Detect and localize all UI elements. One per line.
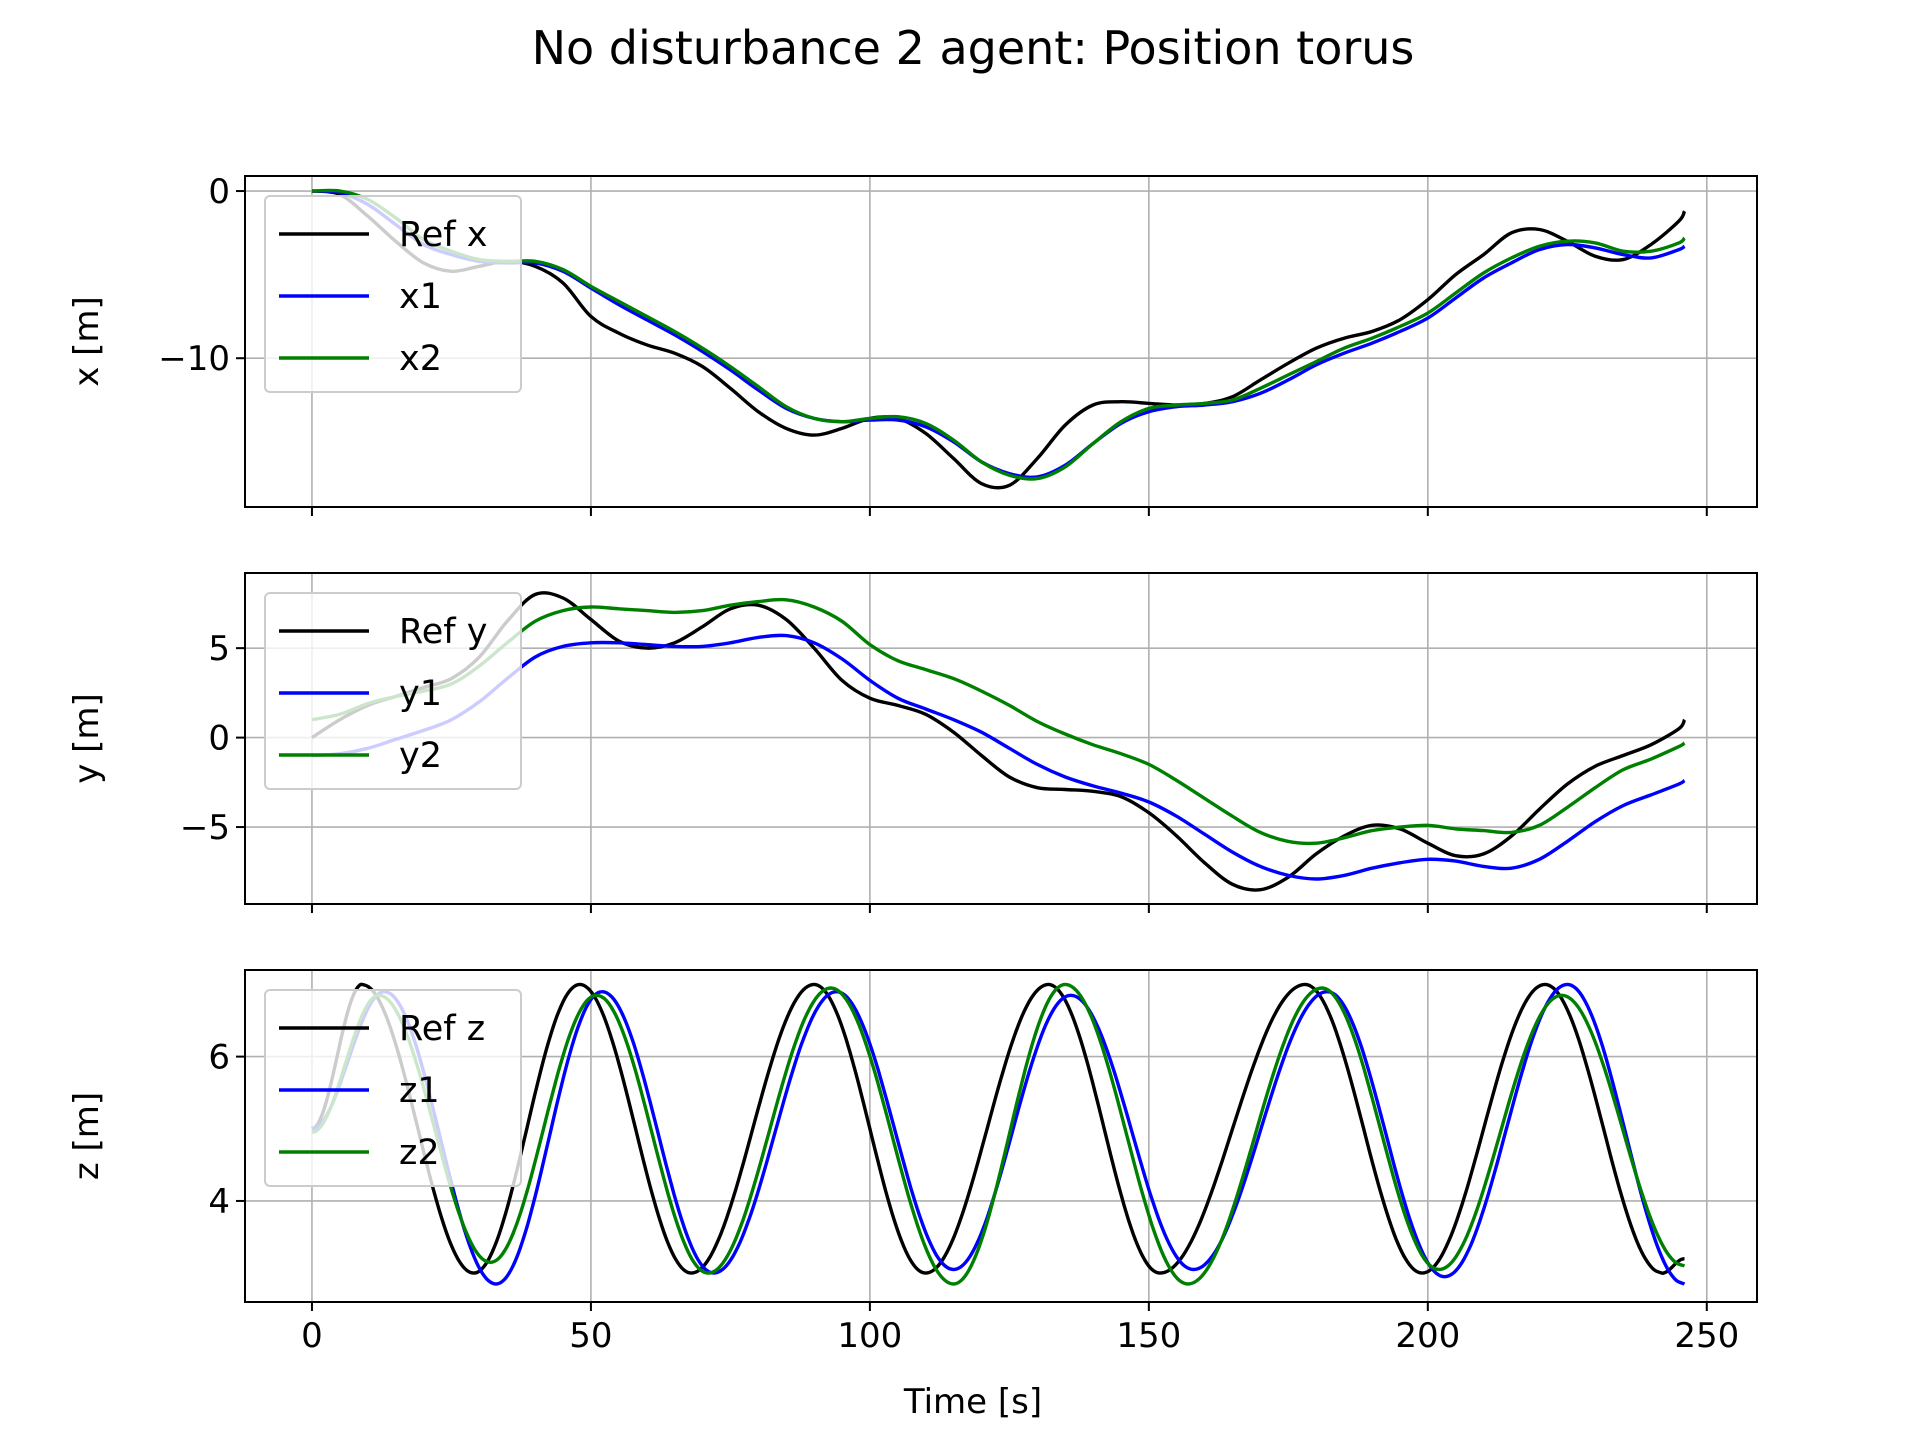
y-series-group (311, 591, 1687, 892)
x-legend: Ref x x1 x2 (264, 195, 522, 393)
x-axis-label: x [m] (67, 296, 107, 387)
legend-label: x1 (399, 277, 442, 317)
legend-box (264, 989, 522, 1187)
series-line-y2 (311, 597, 1686, 846)
x-tick-label: 100 (837, 1316, 902, 1356)
series-line-x2 (311, 188, 1686, 481)
legend-box (264, 195, 522, 393)
y-position-panel: 5 0 −5 y [m] Ref y y1 y2 (67, 572, 1758, 913)
z-position-panel: 0 50 100 150 200 250 6 4 z [m] Ref z z1 z2 (67, 969, 1758, 1356)
y-tick-label: 5 (208, 629, 230, 669)
legend-box (264, 592, 522, 790)
legend-label: Ref x (399, 215, 487, 255)
legend-label: y2 (399, 736, 442, 776)
x-position-panel: 0 −10 x [m] Ref x x1 x2 (67, 172, 1758, 516)
x-axis-label: Time [s] (903, 1382, 1042, 1422)
y-tick-label: 6 (208, 1038, 230, 1078)
y-tick-label: −10 (158, 339, 230, 379)
x-series-group (311, 188, 1687, 490)
x-tick-label: 150 (1116, 1316, 1181, 1356)
legend-label: z2 (399, 1133, 440, 1173)
y-legend: Ref y y1 y2 (264, 592, 522, 790)
legend-label: Ref y (399, 612, 487, 652)
x-plot-frame (244, 175, 1758, 508)
y-tick-label: −5 (180, 808, 230, 848)
x-tick-label: 200 (1395, 1316, 1460, 1356)
series-line-y1 (311, 633, 1686, 881)
y-axis-label: y [m] (67, 693, 107, 784)
legend-label: z1 (399, 1071, 440, 1111)
z-axis-label: z [m] (67, 1092, 107, 1180)
y-tick-label: 0 (208, 172, 230, 212)
legend-label: Ref z (399, 1009, 485, 1049)
z-series-group (311, 982, 1686, 1286)
series-line-ref-z (311, 982, 1685, 1276)
series-line-ref-x (311, 189, 1687, 490)
y-tick-label: 0 (208, 719, 230, 759)
legend-label: x2 (399, 339, 442, 379)
x-tick-label: 50 (569, 1316, 612, 1356)
legend-label: y1 (399, 674, 442, 714)
series-line-z1 (311, 982, 1686, 1286)
chart-title: No disturbance 2 agent: Position torus (532, 21, 1415, 75)
x-tick-label: 0 (301, 1316, 323, 1356)
z-plot-frame (244, 969, 1758, 1303)
z-legend: Ref z z1 z2 (264, 989, 522, 1187)
series-line-z2 (311, 982, 1686, 1286)
y-tick-label: 4 (208, 1182, 230, 1222)
series-line-ref-y (311, 591, 1687, 892)
x-tick-label: 250 (1674, 1316, 1739, 1356)
